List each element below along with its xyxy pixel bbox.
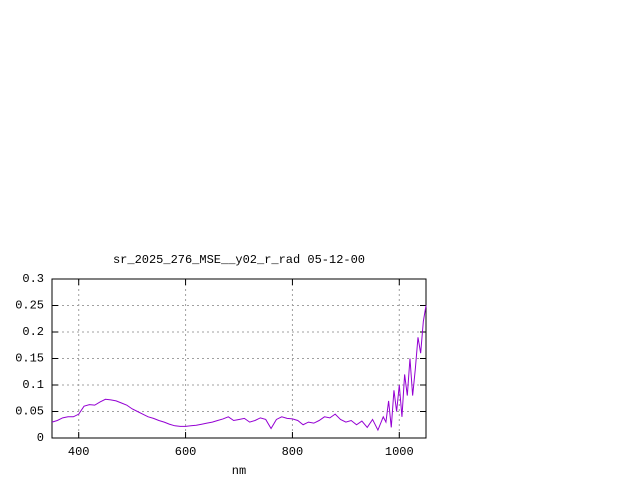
y-tick-label: 0.2 xyxy=(22,325,44,339)
x-tick-label: 400 xyxy=(68,445,90,459)
x-axis-label: nm xyxy=(232,464,246,478)
x-tick-label: 600 xyxy=(175,445,197,459)
y-tick-label: 0.05 xyxy=(15,405,44,419)
data-line xyxy=(51,305,427,432)
y-tick-label: 0.25 xyxy=(15,299,44,313)
plot-frame xyxy=(51,278,427,439)
y-tick-label: 0 xyxy=(37,431,44,445)
y-tick-label: 0.15 xyxy=(15,352,44,366)
chart-title: sr_2025_276_MSE__y02_r_rad 05-12-00 xyxy=(113,253,365,267)
y-tick-label: 0.3 xyxy=(22,272,44,286)
x-tick-label: 1000 xyxy=(385,445,414,459)
y-tick-label: 0.1 xyxy=(22,378,44,392)
x-tick-label: 800 xyxy=(282,445,304,459)
